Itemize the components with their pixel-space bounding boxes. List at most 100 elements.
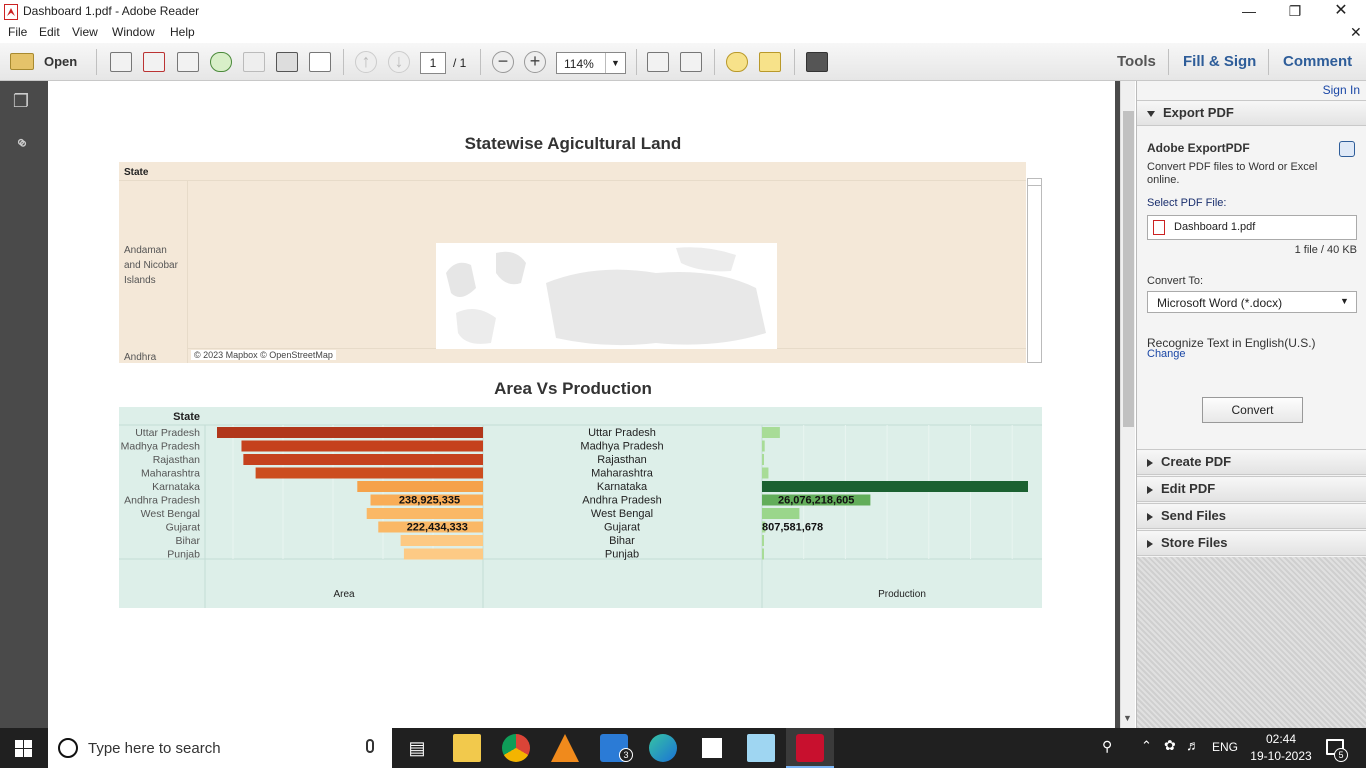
fit-page-icon[interactable] <box>647 52 669 72</box>
zoom-select[interactable]: 114% ▼ <box>556 52 626 74</box>
area-category-label: West Bengal <box>141 508 200 520</box>
mail-badge: 3 <box>619 748 633 762</box>
menu-view[interactable]: View <box>72 25 98 39</box>
page-number-input[interactable]: 1 <box>420 52 446 74</box>
close-button[interactable]: ✕ <box>1334 2 1348 19</box>
comment-icon[interactable] <box>726 52 748 72</box>
clock-date[interactable]: 19-10-2023 <box>1250 749 1312 763</box>
export-pdf-icon[interactable] <box>143 52 165 72</box>
menu-file[interactable]: File <box>8 25 28 39</box>
fill-sign-tab[interactable]: Fill & Sign <box>1183 53 1257 70</box>
previous-page-icon[interactable]: ↑ <box>355 51 377 73</box>
taskbar-search-box[interactable]: Type here to search <box>48 728 392 768</box>
send-files-section[interactable]: Send Files <box>1137 503 1366 529</box>
store-files-section[interactable]: Store Files <box>1137 530 1366 556</box>
attachments-icon[interactable]: ⚭ <box>9 130 34 156</box>
zoom-value: 114% <box>564 57 594 71</box>
export-description: Convert PDF files to Word or Excel onlin… <box>1147 161 1318 186</box>
email-icon[interactable] <box>309 52 331 72</box>
open-button[interactable]: Open <box>44 54 78 69</box>
comment-tab[interactable]: Comment <box>1283 53 1353 70</box>
fullscreen-icon[interactable] <box>806 52 828 72</box>
people-icon[interactable]: ⚲ <box>1102 738 1113 754</box>
page-thumbnails-icon[interactable]: ❐ <box>12 91 30 111</box>
area-bar <box>403 548 483 560</box>
clock-time[interactable]: 02:44 <box>1265 732 1297 746</box>
open-folder-icon[interactable] <box>10 53 34 70</box>
microphone-icon[interactable] <box>366 739 374 753</box>
file-explorer-icon[interactable] <box>453 734 481 762</box>
volume-icon[interactable]: ♬ <box>1186 737 1200 753</box>
minimize-button[interactable]: — <box>1242 3 1256 19</box>
store-icon[interactable] <box>698 734 726 762</box>
chevron-down-icon[interactable]: ▼ <box>1340 296 1349 306</box>
world-map[interactable] <box>436 243 777 349</box>
selected-file-box[interactable]: Dashboard 1.pdf <box>1147 215 1357 240</box>
chrome-icon[interactable] <box>502 734 530 762</box>
map-divider <box>187 180 188 363</box>
scroll-down-icon[interactable]: ▼ <box>1123 713 1132 723</box>
production-bar <box>762 521 766 533</box>
document-scrollbar[interactable]: ▼ <box>1120 81 1135 728</box>
upload-cloud-icon[interactable] <box>210 52 232 72</box>
navigation-pane: ❐ ⚭ <box>0 81 44 728</box>
search-input[interactable]: Type here to search <box>88 740 221 757</box>
vlc-icon[interactable] <box>551 734 579 762</box>
zoom-in-icon[interactable]: + <box>524 51 546 73</box>
edit-pdf-section[interactable]: Edit PDF <box>1137 476 1366 502</box>
convert-to-label: Convert To: <box>1147 275 1204 287</box>
tools-tab[interactable]: Tools <box>1117 53 1156 70</box>
map-scroll-thumb[interactable] <box>1028 181 1041 186</box>
windows-start-icon[interactable] <box>15 740 32 757</box>
create-pdf-icon[interactable] <box>110 52 132 72</box>
close-document-icon[interactable]: ✕ <box>1350 24 1362 40</box>
production-category-label: Gujarat <box>604 522 640 534</box>
change-language-link[interactable]: Change <box>1147 348 1186 360</box>
area-bar <box>255 467 483 479</box>
fit-width-icon[interactable] <box>680 52 702 72</box>
scroll-thumb[interactable] <box>1123 111 1134 427</box>
print-icon[interactable] <box>276 52 298 72</box>
highlight-icon[interactable] <box>759 52 781 72</box>
convert-button[interactable]: Convert <box>1202 397 1303 423</box>
map-row-label: Andhra <box>124 352 157 363</box>
chevron-up-icon[interactable]: ⌃ <box>1141 738 1152 753</box>
edit-pdf-icon[interactable] <box>177 52 199 72</box>
adobe-reader-taskbar-item[interactable] <box>786 728 834 768</box>
toolbar-separator <box>714 49 715 75</box>
maximize-button[interactable]: ❐ <box>1288 3 1302 19</box>
chevron-down-icon[interactable]: ▼ <box>605 53 625 73</box>
menu-help[interactable]: Help <box>170 25 195 39</box>
next-page-icon[interactable]: ↓ <box>388 51 410 73</box>
area-bar <box>243 454 483 465</box>
selected-file-name: Dashboard 1.pdf <box>1174 221 1256 233</box>
recognize-text: Recognize Text in English(U.S.) <box>1147 336 1316 350</box>
create-pdf-section[interactable]: Create PDF <box>1137 449 1366 475</box>
menu-edit[interactable]: Edit <box>39 25 60 39</box>
save-icon[interactable] <box>243 52 265 72</box>
toolbar-separator <box>636 49 637 75</box>
task-view-icon[interactable]: ▤ <box>408 738 426 758</box>
wifi-icon[interactable]: ✿ <box>1164 737 1176 753</box>
export-pdf-section[interactable]: Export PDF <box>1137 100 1366 126</box>
area-bar <box>217 427 483 438</box>
zoom-out-icon[interactable]: − <box>492 51 514 73</box>
area-category-label: Madhya Pradesh <box>121 441 201 453</box>
title-bar: Dashboard 1.pdf - Adobe Reader — ❐ ✕ <box>0 0 1366 23</box>
production-category-label: Bihar <box>609 535 635 547</box>
snipping-tool-icon[interactable] <box>747 734 775 762</box>
edge-icon[interactable] <box>649 734 677 762</box>
map-scrollbar[interactable] <box>1027 178 1042 363</box>
search-icon <box>58 738 78 758</box>
edit-pdf-label: Edit PDF <box>1161 481 1216 496</box>
sign-in-link[interactable]: Sign In <box>1322 83 1360 97</box>
language-indicator[interactable]: ENG <box>1212 740 1239 754</box>
area-bar <box>357 481 483 492</box>
production-bar <box>762 494 871 506</box>
production-category-label: Karnataka <box>597 481 648 493</box>
convert-to-select[interactable]: Microsoft Word (*.docx) ▼ <box>1147 291 1357 313</box>
area-category-label: Rajasthan <box>153 454 200 466</box>
info-icon[interactable] <box>1339 141 1355 157</box>
menu-window[interactable]: Window <box>112 25 155 39</box>
pdf-file-icon <box>1153 220 1165 235</box>
